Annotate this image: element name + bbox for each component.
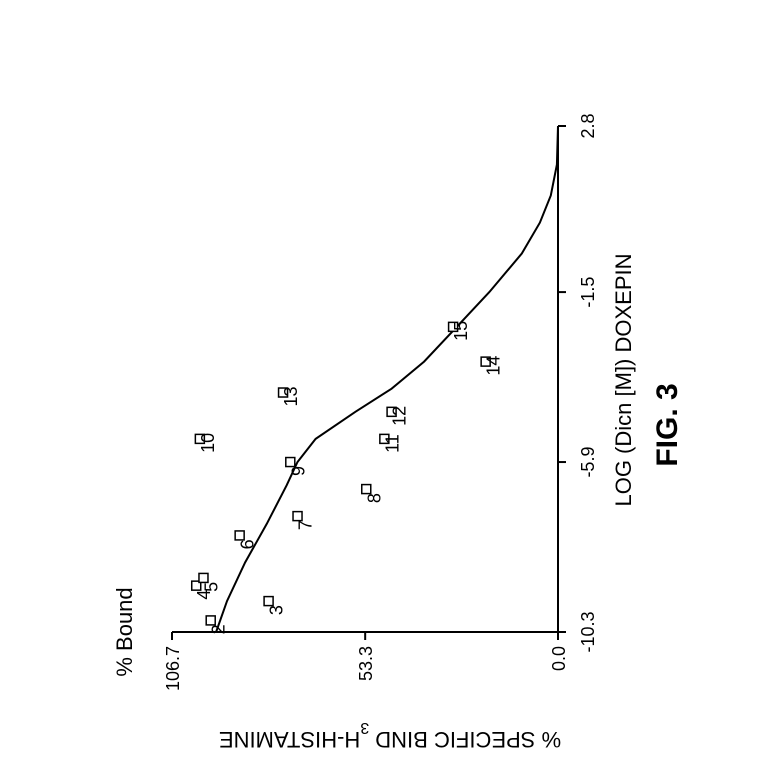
y-tick-label: 106.7: [163, 646, 183, 691]
x-axis-title: LOG (Dicn [M]) DOXEPIN: [611, 253, 636, 506]
point-label: 10: [198, 433, 218, 453]
fit-curve: [216, 126, 558, 632]
data-point: [362, 485, 371, 494]
point-label: 9: [288, 466, 308, 476]
point-label: 5: [201, 582, 221, 592]
x-tick-label: -5.9: [578, 447, 598, 478]
y-axis-unit-label: % Bound: [112, 587, 137, 676]
data-point: [293, 512, 302, 521]
x-tick-label: 2.8: [578, 113, 598, 138]
y-tick-label: 0.0: [549, 646, 569, 671]
data-point: [286, 458, 295, 467]
point-label: 15: [451, 321, 471, 341]
point-label: 6: [238, 539, 258, 549]
figure-label: FIG. 3: [651, 383, 684, 466]
point-label: 3: [267, 605, 287, 615]
data-point: [199, 573, 208, 582]
x-tick-label: -10.3: [578, 611, 598, 652]
point-label: 7: [296, 520, 316, 530]
data-point: [264, 597, 273, 606]
y-tick-label: 53.3: [356, 646, 376, 681]
point-label: 12: [390, 406, 410, 426]
data-point: [235, 531, 244, 540]
point-label: 2: [209, 624, 229, 634]
point-label: 11: [382, 434, 402, 453]
point-label: 14: [484, 356, 504, 376]
x-tick-label: -1.5: [578, 277, 598, 308]
point-label: 13: [281, 386, 301, 406]
y-axis-title-superscript: 3: [360, 719, 369, 736]
y-axis-title: % SPECIFIC BIND 3H-HISTAMINE: [219, 719, 561, 752]
point-label: 8: [364, 493, 384, 503]
y-axis-title-suffix: H-HISTAMINE: [219, 727, 360, 752]
plot-area: 0.053.3106.7-10.3-5.9-1.52.8234567891011…: [163, 113, 598, 691]
y-axis-title-prefix: % SPECIFIC BIND: [369, 727, 561, 752]
data-point: [206, 616, 215, 625]
